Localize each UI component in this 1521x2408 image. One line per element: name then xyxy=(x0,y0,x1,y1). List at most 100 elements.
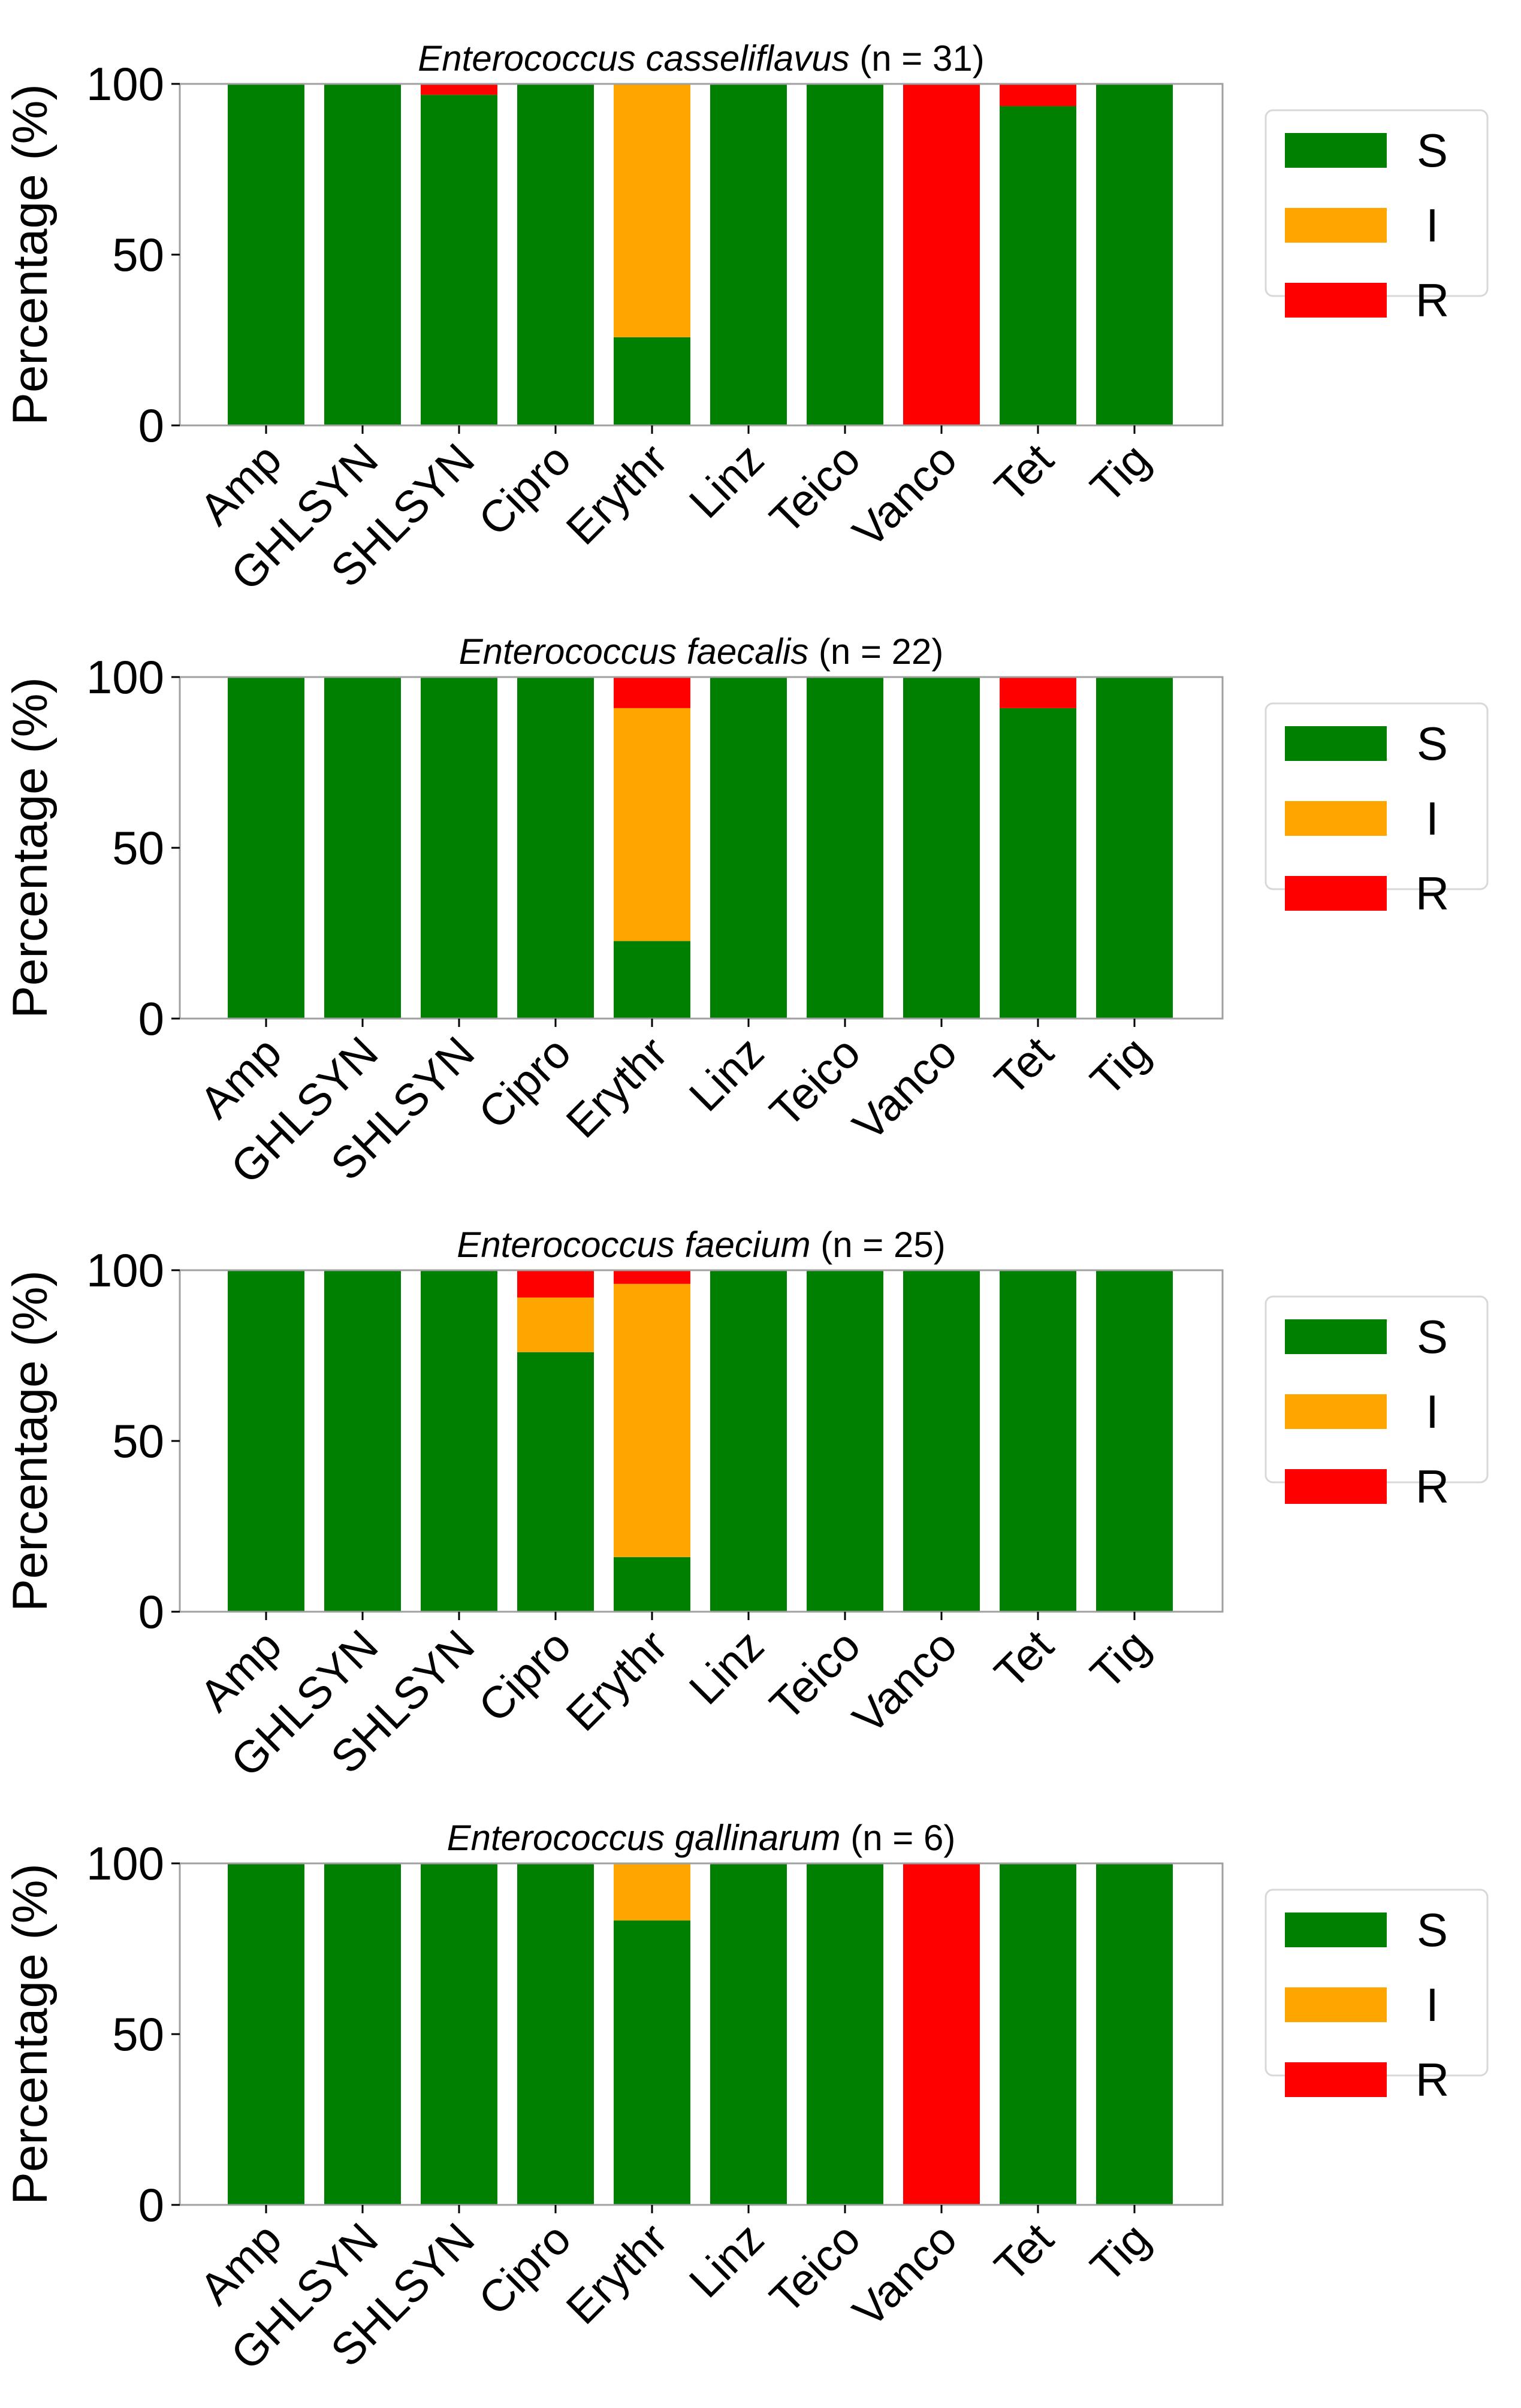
bar-erythr-i xyxy=(614,84,690,337)
x-tick-label-tet: Tet xyxy=(985,1027,1063,1105)
legend: SIR xyxy=(1265,1889,1489,2106)
chart-panel-3: Enterococcus faecium (n = 25) 0 50 100 Perce… xyxy=(3,1225,1489,1786)
x-tick-label-linz: Linz xyxy=(680,2213,774,2307)
legend-swatch-s xyxy=(1285,726,1387,761)
x-tick-label-tet: Tet xyxy=(985,434,1063,512)
bar-vanco-r xyxy=(903,1863,980,2205)
x-tick-label-erythr: Erythr xyxy=(556,434,677,554)
legend-label-i: I xyxy=(1426,199,1439,252)
x-tick-label-erythr: Erythr xyxy=(556,2213,677,2334)
bar-erythr-r xyxy=(614,677,690,708)
bar-amp-s xyxy=(228,84,304,425)
x-tick-label-vanco: Vanco xyxy=(843,1027,966,1150)
y-tick-label: 50 xyxy=(112,1415,164,1467)
y-axis-label: Percentage (%) xyxy=(3,84,58,425)
legend-swatch-r xyxy=(1285,283,1387,318)
x-tick-label-cipro: Cipro xyxy=(469,1620,580,1732)
x-tick-label-linz: Linz xyxy=(680,1620,774,1714)
chart-title-count: (n = 22) xyxy=(819,632,943,672)
legend-label-i: I xyxy=(1426,1385,1439,1438)
legend-label-s: S xyxy=(1417,1310,1448,1363)
bar-linz-s xyxy=(710,1270,787,1612)
x-tick-label-vanco: Vanco xyxy=(843,1620,966,1744)
bar-tet-r xyxy=(1000,677,1076,708)
x-tick-label-tig: Tig xyxy=(1081,1620,1159,1699)
x-tick-label-vanco: Vanco xyxy=(843,434,966,557)
legend-swatch-r xyxy=(1285,876,1387,911)
bar-ghlsyn-s xyxy=(324,1270,401,1612)
chart-title-count: (n = 31) xyxy=(859,38,984,78)
y-tick-label: 50 xyxy=(112,821,164,874)
bar-tig-s xyxy=(1096,1270,1173,1612)
x-tick-label-tig: Tig xyxy=(1081,2213,1159,2292)
x-tick-label-tig: Tig xyxy=(1081,1027,1159,1105)
y-tick-label: 0 xyxy=(138,2179,164,2231)
y-tick-label: 50 xyxy=(112,228,164,281)
chart-title-species: Enterococcus faecalis xyxy=(459,632,809,672)
bar-ghlsyn-s xyxy=(324,84,401,425)
legend-label-s: S xyxy=(1417,1904,1448,1956)
bar-linz-s xyxy=(710,1863,787,2205)
bar-amp-s xyxy=(228,677,304,1019)
x-tick-label-erythr: Erythr xyxy=(556,1620,677,1741)
bar-linz-s xyxy=(710,84,787,425)
bar-erythr-i xyxy=(614,1283,690,1557)
x-tick-label-linz: Linz xyxy=(680,1027,774,1121)
legend: SIR xyxy=(1265,109,1489,327)
chart-title: Enterococcus faecalis (n = 22) xyxy=(459,632,944,672)
x-tick-label-cipro: Cipro xyxy=(469,434,580,545)
bar-cipro-s xyxy=(517,1863,594,2205)
chart-panel-4: Enterococcus gallinarum (n = 6) 0 50 100 Per… xyxy=(3,1818,1489,2379)
x-tick-label-erythr: Erythr xyxy=(556,1027,677,1147)
bar-tig-s xyxy=(1096,677,1173,1019)
bar-shlsyn-r xyxy=(421,84,497,95)
y-tick-label: 50 xyxy=(112,2008,164,2060)
bar-linz-s xyxy=(710,677,787,1019)
x-tick-label-tig: Tig xyxy=(1081,434,1159,512)
bar-erythr-i xyxy=(614,708,690,941)
chart-title-count: (n = 6) xyxy=(850,1818,955,1858)
y-tick-label: 0 xyxy=(138,399,164,452)
bar-cipro-r xyxy=(517,1270,594,1298)
bar-tet-s xyxy=(1000,1270,1076,1612)
legend-label-i: I xyxy=(1426,1978,1439,2031)
bar-erythr-s xyxy=(614,1557,690,1612)
bar-cipro-s xyxy=(517,84,594,425)
y-tick-label: 100 xyxy=(86,1244,164,1297)
legend-swatch-s xyxy=(1285,133,1387,168)
bar-teico-s xyxy=(807,1863,883,2205)
bar-teico-s xyxy=(807,1270,883,1612)
chart-title-species: Enterococcus gallinarum xyxy=(447,1818,841,1858)
x-tick-label-cipro: Cipro xyxy=(469,1027,580,1138)
chart-panel-2: Enterococcus faecalis (n = 22) 0 50 100 Perc… xyxy=(3,632,1489,1193)
bar-erythr-s xyxy=(614,337,690,425)
legend-label-r: R xyxy=(1416,274,1449,327)
bar-teico-s xyxy=(807,84,883,425)
legend-swatch-i xyxy=(1285,208,1387,243)
bar-shlsyn-s xyxy=(421,1270,497,1612)
y-axis-label: Percentage (%) xyxy=(3,1270,58,1612)
legend: SIR xyxy=(1265,702,1489,920)
chart-title-count: (n = 25) xyxy=(820,1225,945,1265)
bar-tig-s xyxy=(1096,84,1173,425)
y-tick-label: 100 xyxy=(86,58,164,110)
chart-title: Enterococcus casseliflavus (n = 31) xyxy=(418,38,984,78)
chart-title: Enterococcus gallinarum (n = 6) xyxy=(447,1818,956,1858)
chart-title-species: Enterococcus casseliflavus xyxy=(418,38,849,78)
legend-label-s: S xyxy=(1417,124,1448,177)
bar-shlsyn-s xyxy=(421,1863,497,2205)
y-tick-label: 0 xyxy=(138,992,164,1045)
legend-label-r: R xyxy=(1416,867,1449,920)
legend-swatch-i xyxy=(1285,1987,1387,2022)
bar-shlsyn-s xyxy=(421,95,497,426)
legend-swatch-r xyxy=(1285,2062,1387,2097)
bar-shlsyn-s xyxy=(421,677,497,1019)
bar-tet-s xyxy=(1000,1863,1076,2205)
bar-tet-r xyxy=(1000,84,1076,107)
bar-erythr-s xyxy=(614,1920,690,2205)
legend-label-i: I xyxy=(1426,792,1439,845)
x-tick-label-vanco: Vanco xyxy=(843,2213,966,2337)
bar-amp-s xyxy=(228,1863,304,2205)
legend-swatch-s xyxy=(1285,1912,1387,1947)
